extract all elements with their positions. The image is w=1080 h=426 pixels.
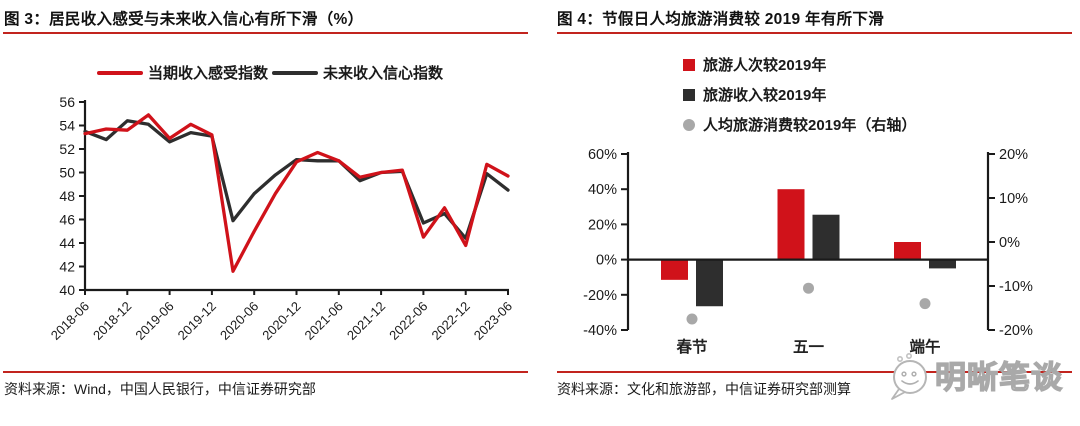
bar-旅游收入较2019年-五一 [812,214,840,260]
left-axis-tick-label: 20% [588,217,617,233]
figure3-legend: 当期收入感受指数 未来收入信心指数 [0,62,540,83]
legend-item-per-capita: 人均旅游消费较2019年（右轴） [683,114,916,135]
category-label-端午: 端午 [909,337,940,356]
right-axis-tick-label: -10% [999,279,1033,295]
bar-旅游收入较2019年-春节 [696,259,723,307]
x-axis-tick-label: 2019-06 [132,299,176,343]
legend-label: 当期收入感受指数 [147,65,268,82]
category-label-春节: 春节 [675,337,707,356]
dot-人均旅游消费较2019年（右轴）-春节 [686,313,698,325]
figure4-title-rule [557,32,1072,35]
left-axis-tick-label: 40% [588,182,617,198]
figure4-section: 图 4：节假日人均旅游消费较 2019 年有所下滑 旅游人次较2019年 旅游收… [540,0,1080,426]
legend-label: 人均旅游消费较2019年（右轴） [703,117,917,134]
gray-dot-swatch [683,118,695,131]
left-axis-tick-label: 0% [596,253,617,269]
legend-label: 旅游人次较2019年 [703,57,827,74]
left-axis-tick-label: 60% [588,147,617,163]
figure3-source: 资料来源：Wind，中国人民银行，中信证券研究部 [4,381,316,397]
x-axis-tick-label: 2021-06 [302,299,346,343]
x-axis-tick-label: 2020-06 [217,299,261,343]
y-axis-tick-label: 50 [59,165,75,181]
y-axis-tick-label: 52 [59,141,75,157]
bar-旅游收入较2019年-端午 [929,259,956,269]
right-axis-tick-label: 20% [999,147,1028,163]
right-axis-tick-label: -20% [999,323,1033,339]
y-axis-tick-label: 56 [59,94,75,110]
left-axis-tick-label: -20% [583,288,617,304]
x-axis-tick-label: 2018-06 [48,299,92,343]
income-index-line-chart: 4042444648505254562018-062018-122019-062… [48,94,515,343]
y-axis-tick-label: 46 [59,212,75,228]
x-axis-tick-label: 2020-12 [259,299,303,343]
figure4-source: 资料来源：文化和旅游部，中信证券研究部测算 [557,381,851,397]
red-line-swatch [96,70,143,75]
bar-旅游人次较2019年-五一 [777,189,805,260]
legend-item-income-confidence: 未来收入信心指数 [272,62,443,83]
bar-旅游人次较2019年-春节 [661,259,688,280]
y-axis-tick-label: 48 [59,188,75,204]
y-axis-tick-label: 42 [59,259,75,275]
right-axis-tick-label: 0% [999,235,1020,251]
dark-square-swatch [683,88,695,101]
wechat-bubble-smiley-icon [891,352,927,400]
figure4-footer-rule [557,371,1072,373]
bar-旅游人次较2019年-端午 [894,242,921,260]
x-axis-tick-label: 2022-12 [428,299,472,343]
y-axis-tick-label: 44 [59,235,75,251]
figure3-title: 图 3：居民收入感受与未来收入信心有所下滑（%） [4,11,364,28]
brand-watermark: 明晰笔谈 [883,350,1079,404]
dot-人均旅游消费较2019年（右轴）-五一 [803,282,814,294]
legend-item-trips: 旅游人次较2019年 [683,54,916,75]
right-axis-tick-label: 10% [999,191,1028,207]
category-label-五一: 五一 [793,339,825,356]
line-series-未来收入信心指数 [83,119,510,240]
figure3-section: 图 3：居民收入感受与未来收入信心有所下滑（%） 当期收入感受指数 未来收入信心… [0,11,540,397]
dot-人均旅游消费较2019年（右轴）-端午 [919,298,931,310]
figure4-title: 图 4：节假日人均旅游消费较 2019 年有所下滑 [557,11,885,28]
figure3-footer-rule [3,371,528,373]
x-axis-tick-label: 2021-12 [344,299,388,343]
figure4-legend: 旅游人次较2019年 旅游收入较2019年 人均旅游消费较2019年（右轴） [683,54,916,135]
x-axis-tick-label: 2022-06 [386,299,430,343]
left-axis-tick-label: -40% [583,323,617,339]
y-axis-tick-label: 40 [59,282,75,298]
figure3-title-rule [3,32,528,35]
x-axis-tick-label: 2018-12 [90,299,134,343]
watermark-text: 明晰笔谈 [934,359,1063,395]
y-axis-tick-label: 54 [59,118,75,134]
x-axis-tick-label: 2023-06 [471,299,515,343]
holiday-travel-bar-chart: 60% 40% 20% 0% -20% -40% 20% 10% 0% -10% -20% 春节 五一 端… [583,147,1033,356]
red-square-swatch [683,58,695,71]
legend-label: 旅游收入较2019年 [703,87,827,104]
line-series-当期收入感受指数 [83,113,510,273]
x-axis-tick-label: 2019-12 [175,299,219,343]
legend-item-income-sentiment: 当期收入感受指数 [96,62,268,83]
dark-line-swatch [272,70,318,75]
legend-item-revenue: 旅游收入较2019年 [683,84,916,105]
legend-label: 未来收入信心指数 [323,65,444,82]
